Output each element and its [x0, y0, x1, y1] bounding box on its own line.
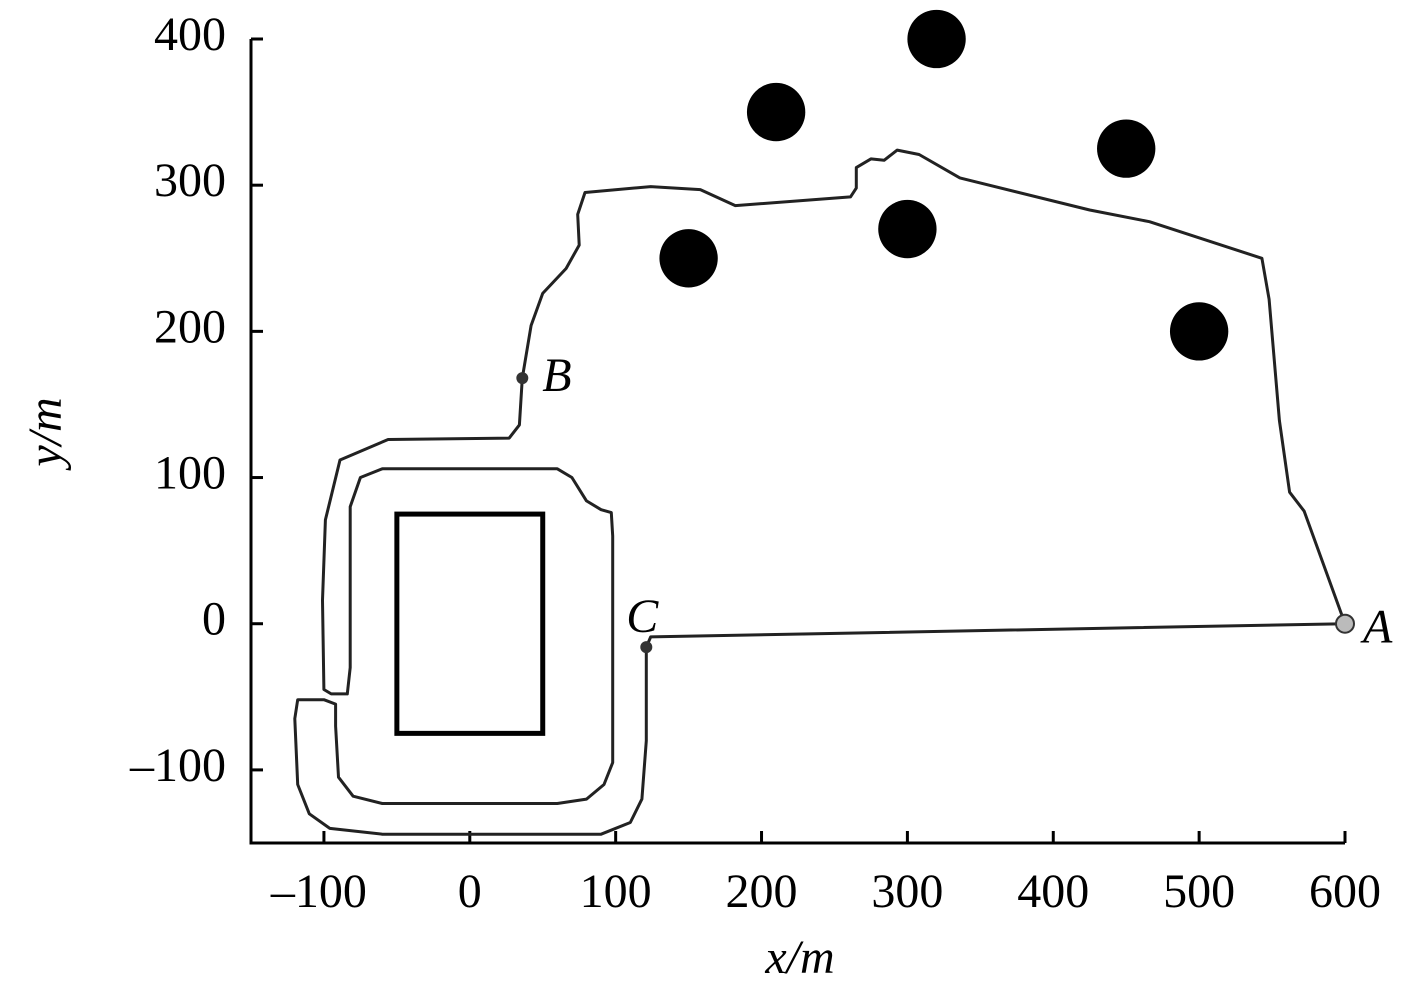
x-tick-label: 400 [1017, 865, 1089, 918]
x-tick-label: 100 [580, 865, 652, 918]
point-marker [516, 372, 529, 385]
point-marker [640, 641, 653, 654]
point-label: B [542, 349, 571, 402]
x-tick-label: 500 [1163, 865, 1235, 918]
obstacle [907, 9, 966, 69]
obstacle-rect [394, 511, 546, 736]
point-label: C [626, 590, 659, 643]
x-tick-label: 200 [726, 865, 798, 918]
obstacle [1169, 302, 1229, 361]
point-marker [1335, 613, 1355, 634]
y-tick-label: 400 [154, 8, 226, 61]
y-axis-label: y/m [19, 397, 72, 471]
trajectory [293, 148, 1347, 836]
point-label: A [1360, 601, 1393, 654]
y-tick-label: 0 [202, 593, 226, 646]
obstacle [746, 82, 806, 142]
y-tick-label: –100 [129, 739, 226, 792]
obstacle [878, 199, 937, 259]
x-tick-label: 600 [1309, 865, 1381, 918]
x-tick-label: –100 [270, 865, 367, 918]
obstacle [659, 229, 718, 288]
obstacle [1097, 119, 1156, 178]
x-tick-label: 300 [871, 865, 943, 918]
y-tick-label: 100 [154, 447, 226, 500]
y-tick-label: 300 [154, 154, 226, 207]
y-tick-label: 200 [154, 300, 226, 353]
x-tick-label: 0 [458, 865, 482, 918]
x-axis-label: x/m [764, 931, 834, 984]
axes [249, 39, 1345, 845]
